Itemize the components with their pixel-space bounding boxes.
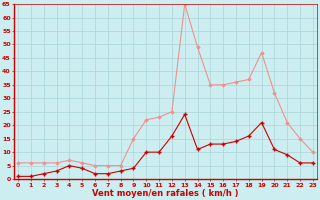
X-axis label: Vent moyen/en rafales ( km/h ): Vent moyen/en rafales ( km/h )	[92, 189, 239, 198]
